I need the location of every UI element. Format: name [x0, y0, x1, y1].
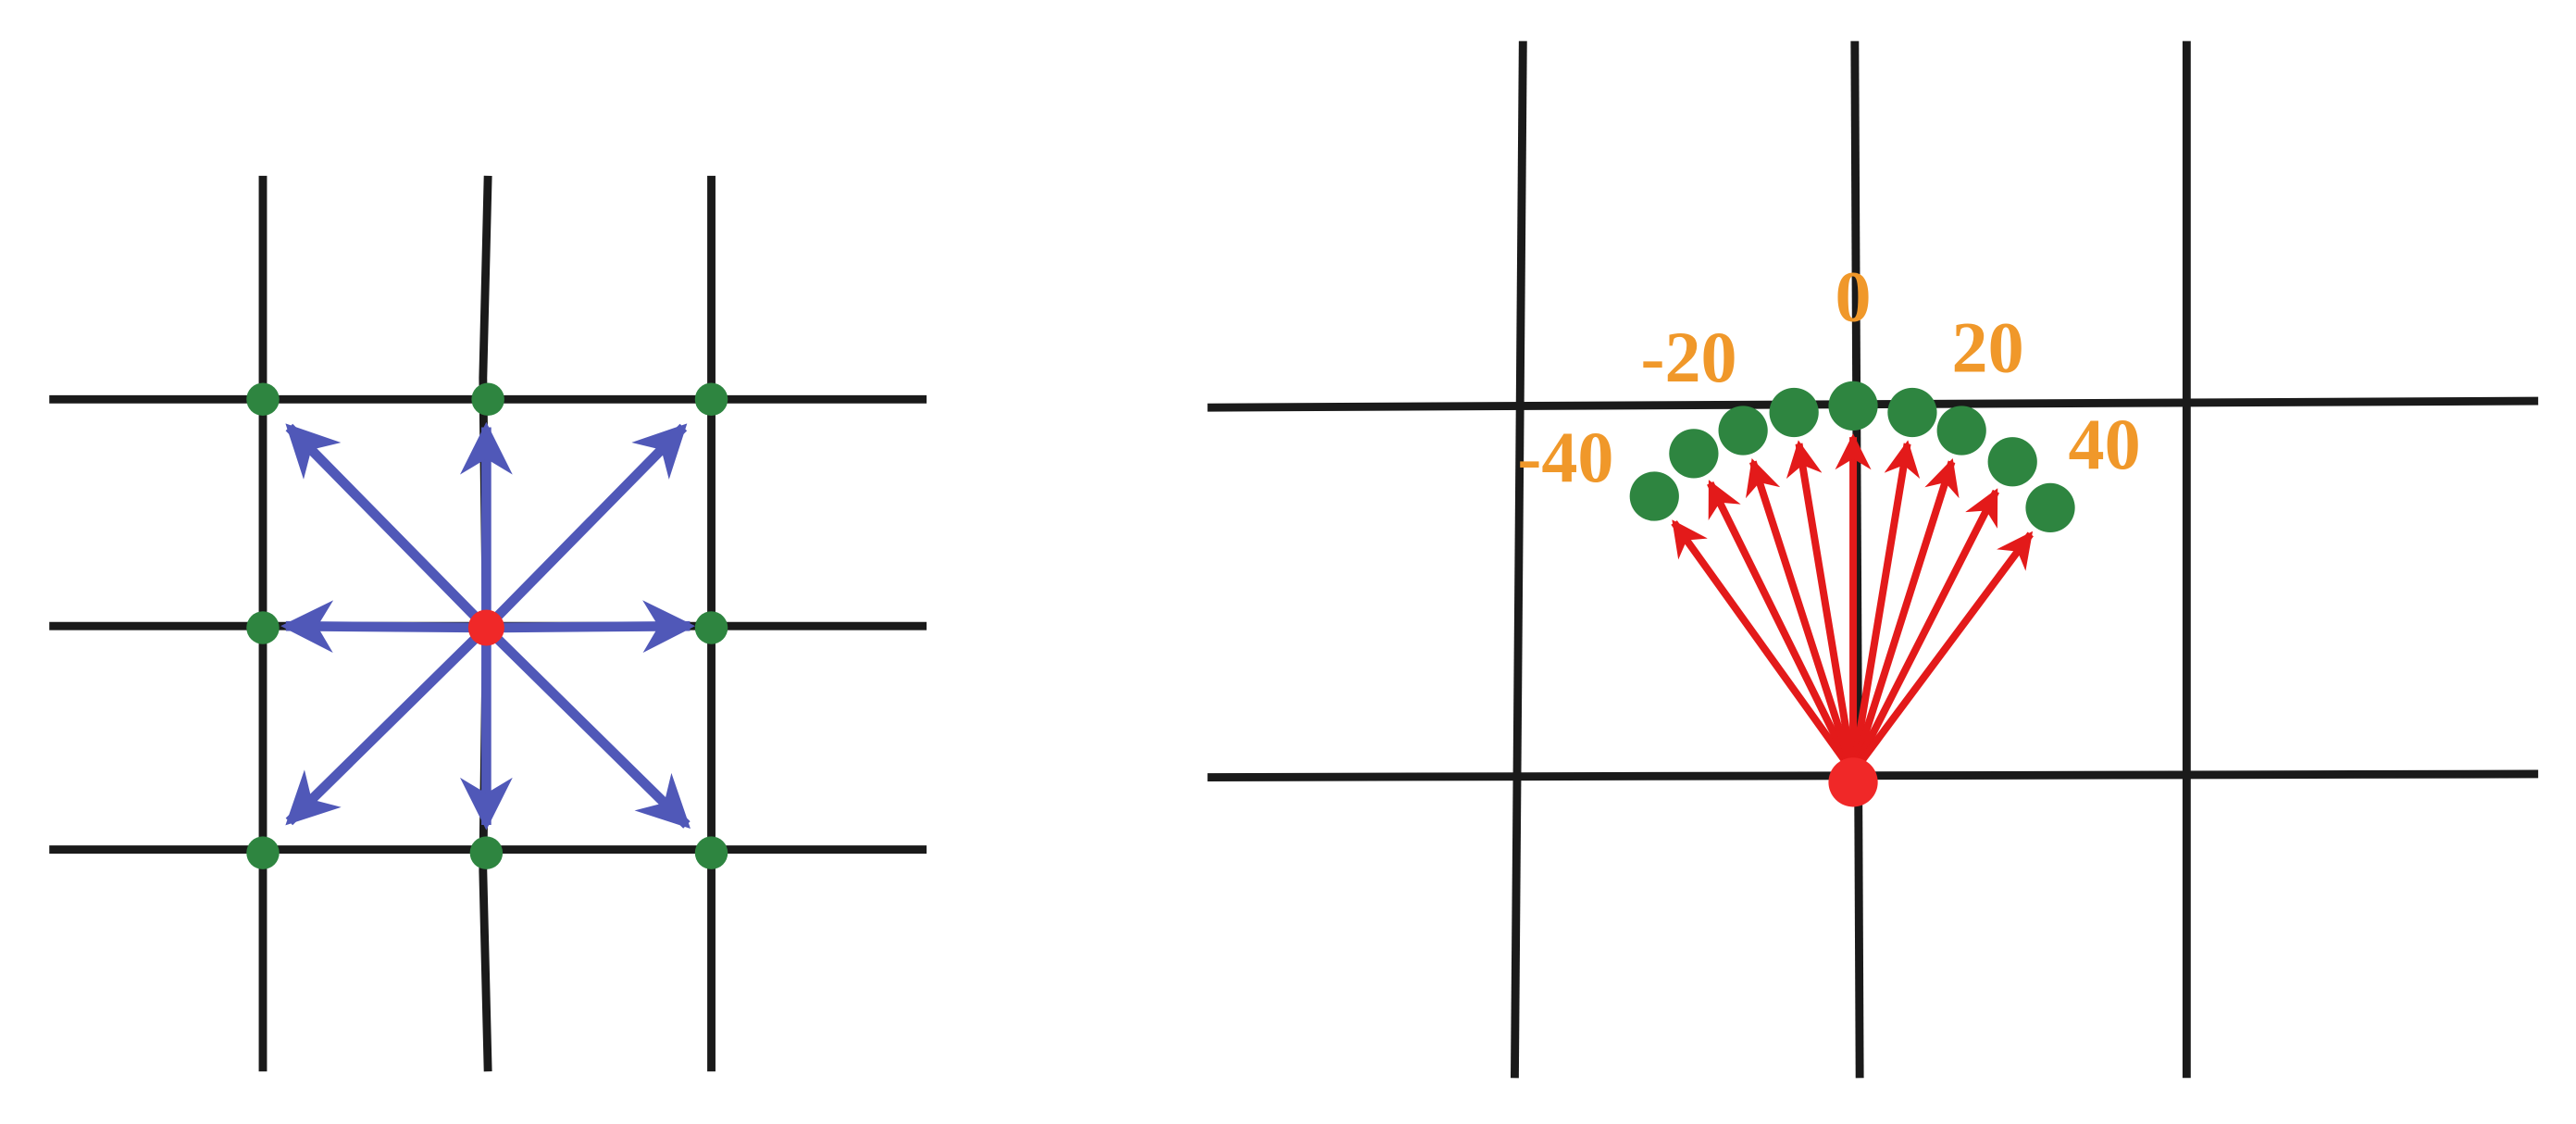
point — [2025, 482, 2075, 533]
angle-label: -40 — [1517, 417, 1613, 497]
point — [246, 382, 280, 417]
point — [694, 382, 728, 417]
point — [694, 611, 728, 644]
arrow — [1849, 488, 2000, 774]
point — [1629, 471, 1679, 521]
point — [246, 836, 280, 869]
angle-label: 40 — [2069, 404, 2141, 484]
candidate-points — [1629, 381, 2075, 533]
arrow — [482, 423, 688, 631]
grid-line — [1850, 41, 1864, 1079]
point — [1828, 381, 1878, 431]
arrow — [482, 624, 691, 829]
angle-arrows — [1671, 433, 2034, 775]
center-point — [467, 609, 504, 646]
arrow — [280, 600, 487, 654]
arrow — [285, 624, 491, 826]
point — [1669, 429, 1719, 479]
angle-label: 0 — [1836, 256, 1872, 336]
point — [246, 611, 280, 644]
point — [1987, 437, 2037, 487]
arrow — [1707, 480, 1857, 774]
point — [1718, 406, 1768, 456]
origin-point — [1828, 757, 1878, 807]
arrow — [1671, 519, 1857, 775]
arrow — [1849, 440, 1921, 773]
direction-arrows — [280, 421, 696, 831]
arrow — [486, 600, 696, 654]
arrow — [1745, 458, 1857, 774]
neighbor-points — [246, 382, 728, 869]
point — [469, 836, 504, 869]
arrow — [285, 423, 491, 631]
point — [1936, 406, 1986, 456]
angle-label: 20 — [1952, 306, 2024, 387]
arrow — [1786, 440, 1857, 773]
arrow — [1849, 458, 1960, 774]
right-grid — [1207, 41, 2539, 1079]
grid-line — [1510, 41, 1527, 1079]
point — [1769, 387, 1819, 438]
angle-label: -20 — [1641, 317, 1737, 397]
arrow — [1849, 531, 2034, 775]
point — [694, 836, 728, 869]
point — [471, 382, 504, 417]
point — [1887, 387, 1937, 438]
